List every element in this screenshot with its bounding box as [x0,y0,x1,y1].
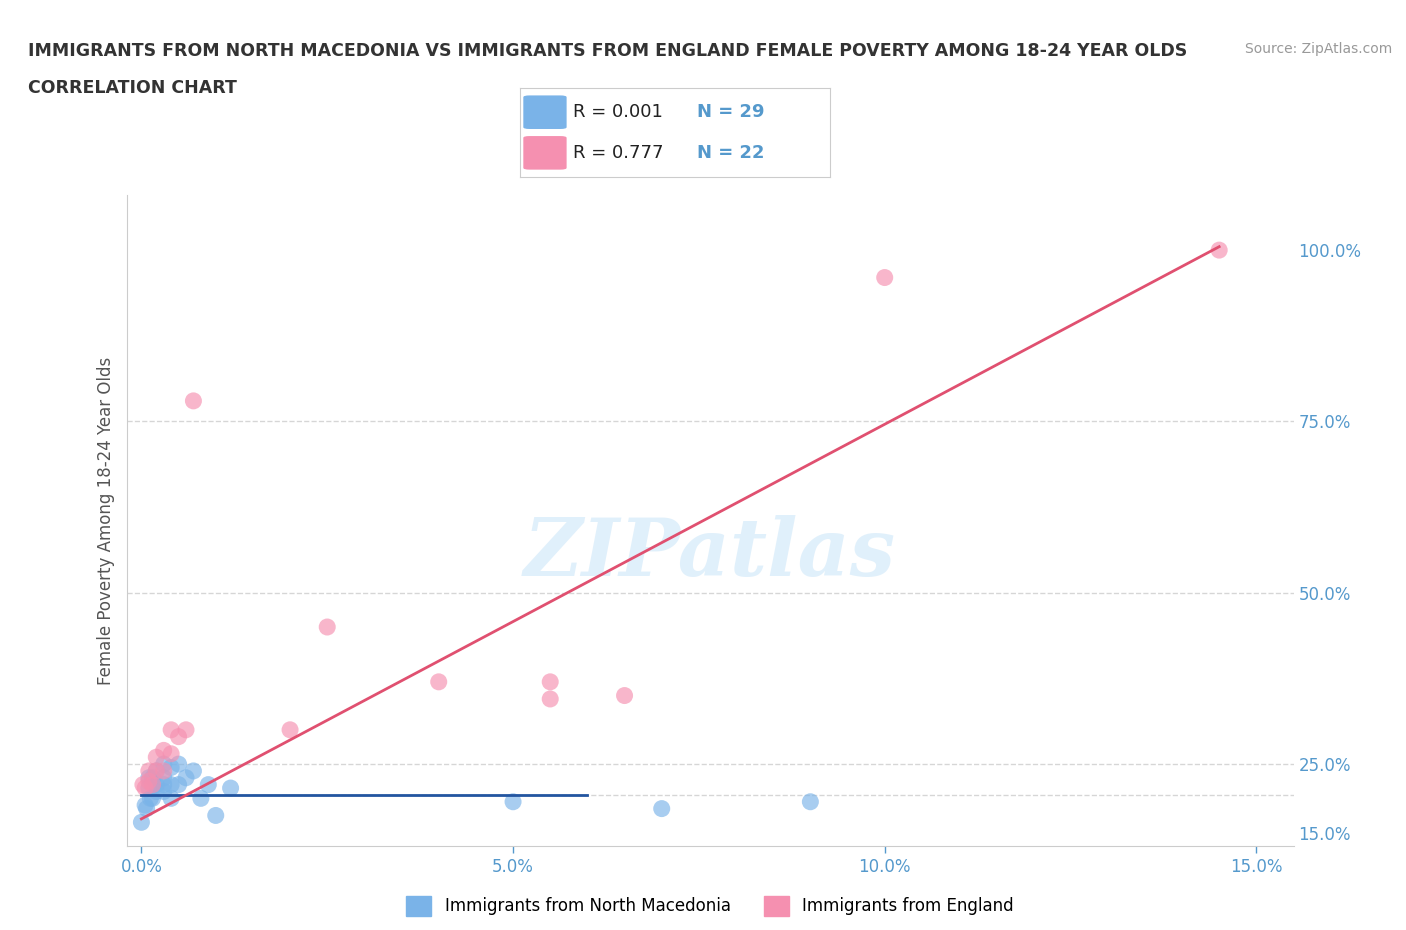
Point [152,784,174,799]
Point [174,723,197,737]
Text: R = 0.001: R = 0.001 [572,103,662,121]
Point [183,764,205,778]
Point [152,770,174,785]
FancyBboxPatch shape [523,136,567,169]
Point [167,757,190,772]
Point [190,790,212,805]
Point [538,674,561,689]
Point [134,798,156,813]
Point [160,723,183,737]
Point [132,777,155,792]
Point [316,619,339,634]
Legend: Immigrants from North Macedonia, Immigrants from England: Immigrants from North Macedonia, Immigra… [399,889,1021,923]
Point [160,760,183,775]
Point [138,764,160,778]
Point [502,794,524,809]
Point [152,743,174,758]
Point [167,777,190,792]
Point [145,764,167,778]
Point [138,774,160,789]
Point [142,770,165,785]
Point [219,780,242,795]
Point [138,780,160,795]
Y-axis label: Female Poverty Among 18-24 Year Olds: Female Poverty Among 18-24 Year Olds [97,357,115,684]
Point [197,777,219,792]
Point [167,729,190,744]
Text: ZIPatlas: ZIPatlas [524,514,896,592]
Point [145,764,167,778]
Point [145,750,167,764]
Point [613,688,636,703]
FancyBboxPatch shape [523,96,567,129]
Point [142,777,165,792]
Point [139,790,162,805]
Point [174,770,197,785]
Point [427,674,450,689]
Point [204,808,226,823]
Point [538,692,561,707]
Point [142,790,165,805]
Point [160,777,183,792]
Text: CORRELATION CHART: CORRELATION CHART [28,79,238,97]
Point [160,790,183,805]
Point [145,784,167,799]
Text: Source: ZipAtlas.com: Source: ZipAtlas.com [1244,42,1392,56]
Point [651,801,673,816]
Point [160,747,183,762]
Point [799,794,821,809]
Point [152,764,174,778]
Text: N = 29: N = 29 [696,103,763,121]
Point [145,777,167,792]
Text: N = 22: N = 22 [696,144,763,162]
Point [1208,243,1230,258]
Point [183,393,205,408]
Point [138,770,160,785]
Point [278,723,301,737]
Point [131,815,153,830]
Point [135,801,157,816]
Point [152,757,174,772]
Point [152,777,174,792]
Text: R = 0.777: R = 0.777 [572,144,664,162]
Point [134,780,156,795]
Text: IMMIGRANTS FROM NORTH MACEDONIA VS IMMIGRANTS FROM ENGLAND FEMALE POVERTY AMONG : IMMIGRANTS FROM NORTH MACEDONIA VS IMMIG… [28,42,1188,60]
Point [873,270,896,285]
